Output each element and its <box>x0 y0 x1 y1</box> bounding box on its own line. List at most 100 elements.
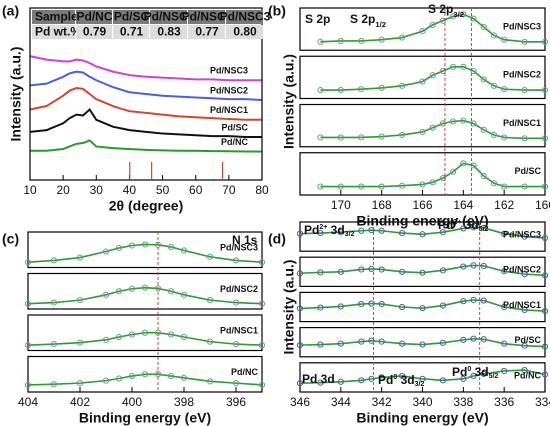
data-point <box>358 134 365 141</box>
panel-label: (a) <box>2 3 19 19</box>
data-point <box>501 183 508 190</box>
series-line <box>29 107 262 138</box>
series-label: Pd/NC <box>221 137 249 147</box>
data-point <box>501 134 508 141</box>
data-point <box>419 375 426 382</box>
data-point <box>296 270 304 277</box>
data-point <box>180 291 188 298</box>
series-line <box>27 331 263 346</box>
x-tick-label: 396 <box>226 395 246 409</box>
data-point <box>480 336 487 343</box>
data-point <box>541 183 549 190</box>
series-line <box>27 286 263 305</box>
data-point <box>490 82 498 89</box>
data-point <box>232 341 240 348</box>
table-cell <box>113 25 149 39</box>
data-point <box>50 341 58 348</box>
data-point <box>378 338 385 345</box>
x-axis-label: Binding energy (eV) <box>356 213 488 229</box>
table-text: Pd/NSC2 <box>182 10 233 24</box>
annotation: Pd0 3d3/2 <box>378 373 424 388</box>
data-point <box>50 299 58 306</box>
data-point <box>337 86 344 94</box>
data-point <box>232 257 240 264</box>
annotation-part: 3d <box>397 373 414 387</box>
data-point <box>141 284 149 291</box>
data-point <box>258 342 266 349</box>
table-text: 0.77 <box>195 25 219 39</box>
data-point <box>429 72 436 79</box>
data-point <box>450 168 457 175</box>
data-point <box>541 234 549 242</box>
table-text: 0.79 <box>83 25 107 39</box>
data-point <box>167 331 175 338</box>
annotation-part: 5/2 <box>489 373 499 380</box>
data-point <box>368 375 375 382</box>
data-point <box>470 372 477 380</box>
table-text: Pd/NSC1 <box>144 10 195 24</box>
x-tick-label: 336 <box>494 395 514 409</box>
data-point <box>232 299 240 306</box>
data-point <box>429 179 436 186</box>
sub-panel-frame <box>299 55 546 100</box>
x-tick-label: 340 <box>412 395 432 409</box>
series-line <box>320 162 545 188</box>
series-label: Pd/NSC3 <box>220 242 258 252</box>
data-point <box>450 118 457 125</box>
data-point <box>337 37 344 45</box>
sub-panel-frame <box>299 152 546 196</box>
table-cell <box>32 25 75 39</box>
x-tick-label: 334 <box>535 395 550 409</box>
data-point <box>501 340 508 347</box>
data-point <box>76 339 84 346</box>
series-line <box>299 369 546 385</box>
table-text: 0.71 <box>120 25 144 39</box>
annotation-part: 3d <box>461 218 478 232</box>
series-label: Pd/SC <box>514 166 541 176</box>
x-tick-label: 404 <box>18 395 38 409</box>
series-label: Pd/NSC2 <box>210 85 248 95</box>
table-cell <box>226 25 263 39</box>
data-point <box>154 329 162 336</box>
data-point <box>50 257 58 264</box>
data-point <box>50 381 58 388</box>
series-label: Pd/NSC3 <box>210 66 248 76</box>
data-point <box>439 339 447 346</box>
data-point <box>337 183 344 190</box>
data-point <box>450 13 457 20</box>
data-point <box>439 120 447 127</box>
table-text: 0.80 <box>233 25 257 39</box>
panel-label: (b) <box>268 3 286 19</box>
data-point <box>358 37 365 45</box>
data-point <box>337 340 344 347</box>
data-point <box>480 126 487 133</box>
data-point <box>368 227 375 234</box>
data-point <box>337 268 344 275</box>
data-point <box>24 300 32 307</box>
data-point <box>317 134 324 141</box>
series-label: Pd/NSC3 <box>503 21 541 31</box>
data-point <box>419 305 426 312</box>
series-line <box>320 13 545 43</box>
data-point <box>480 23 487 31</box>
data-point <box>398 372 406 380</box>
data-point <box>501 230 508 237</box>
data-point <box>358 227 365 234</box>
series-line <box>299 264 546 277</box>
data-point <box>470 224 477 231</box>
data-point <box>337 303 344 310</box>
data-point <box>115 244 123 252</box>
data-point <box>296 342 304 349</box>
data-point <box>258 381 266 388</box>
data-point <box>541 135 549 142</box>
series-line <box>320 66 545 91</box>
data-point <box>24 342 32 349</box>
data-point <box>398 340 406 347</box>
panel-label: (d) <box>268 231 286 247</box>
data-point <box>490 131 498 139</box>
annotation-part: Pd <box>452 365 467 379</box>
x-tick-label: 160 <box>535 198 550 212</box>
sub-panel-frame <box>27 231 263 269</box>
data-point <box>76 380 84 387</box>
data-point <box>368 337 375 344</box>
